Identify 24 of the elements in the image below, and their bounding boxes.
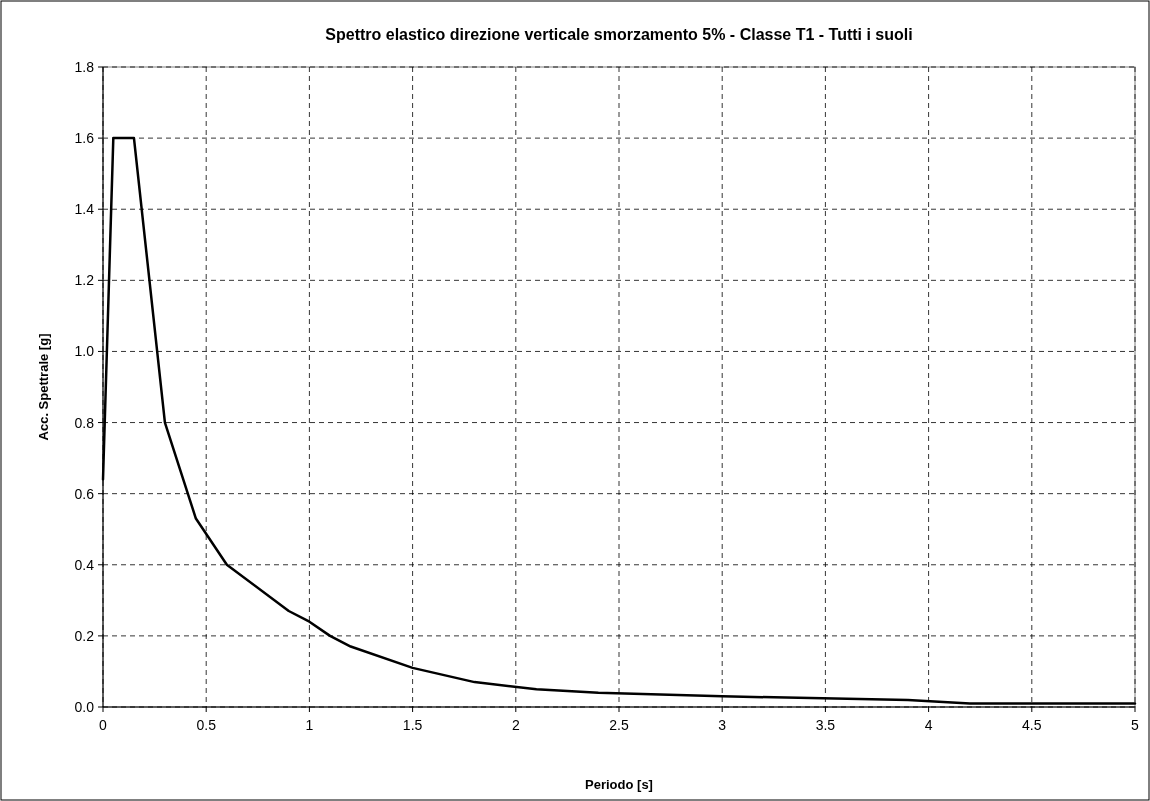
y-tick-label: 0.4	[74, 556, 95, 573]
y-tick-label: 0.2	[74, 627, 95, 644]
y-tick-label: 1.8	[74, 59, 95, 75]
x-tick-label: 4.5	[1022, 717, 1042, 733]
y-tick-label: 1.2	[74, 272, 95, 289]
y-tick-label: 0.8	[74, 414, 95, 431]
x-tick-label: 3	[718, 717, 727, 733]
chart-title: Spettro elastico direzione verticale smorzamento 5% - Classe T1 - Tutti i suoli	[325, 26, 913, 43]
x-tick-label: 5	[1131, 717, 1140, 733]
y-tick-label: 1.4	[74, 201, 95, 218]
y-tick-label: 1.0	[74, 343, 95, 360]
y-axis-title: Acc. Spettrale [g]	[36, 333, 51, 441]
x-tick-label: 0	[99, 717, 108, 733]
x-tick-label: 1.5	[402, 717, 423, 733]
x-tick-label: 2	[511, 717, 520, 733]
y-tick-label: 0.0	[74, 699, 95, 715]
x-tick-label: 4	[924, 717, 933, 733]
x-axis-title: Periodo [s]	[585, 777, 653, 792]
x-tick-label: 2.5	[609, 717, 629, 733]
x-tick-label: 0.5	[196, 717, 217, 733]
y-tick-label: 0.6	[74, 485, 95, 502]
x-tick-label: 3.5	[815, 717, 836, 733]
y-tick-label: 1.6	[74, 130, 95, 147]
x-tick-label: 1	[305, 717, 314, 733]
